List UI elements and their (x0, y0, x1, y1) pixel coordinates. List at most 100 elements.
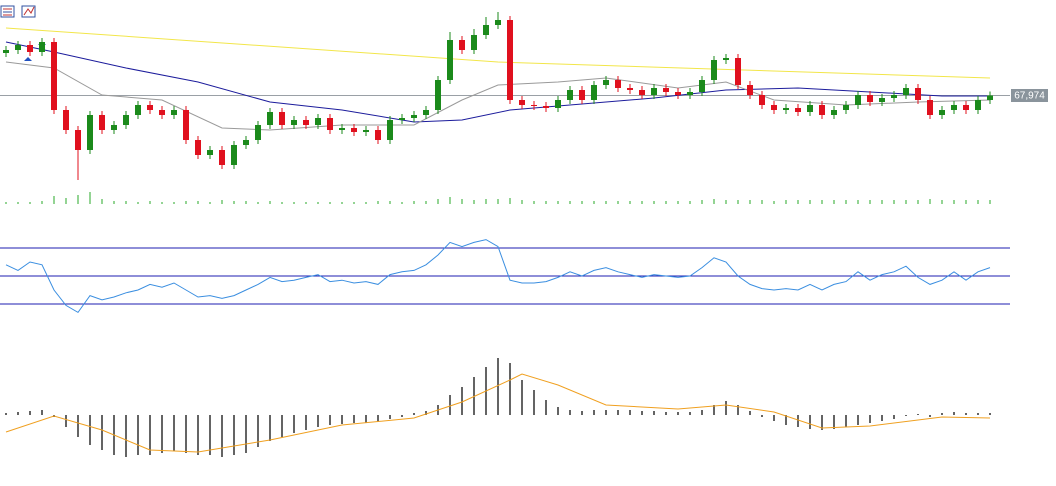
candle-body (855, 95, 861, 105)
volume-bar (953, 200, 955, 204)
volume-bar (161, 202, 163, 204)
volume-bar (893, 200, 895, 204)
candle-body (435, 80, 441, 110)
volume-bar (137, 202, 139, 204)
volume-bar (569, 201, 571, 204)
candle-body (243, 140, 249, 145)
candle-body (147, 105, 153, 110)
volume-bar (773, 201, 775, 204)
candle-body (567, 90, 573, 100)
candle-body (819, 105, 825, 115)
volume-bar (425, 201, 427, 204)
candle-body (507, 20, 513, 100)
volume-bar (473, 200, 475, 204)
volume-bar (305, 202, 307, 204)
candle-body (915, 88, 921, 100)
volume-bar (269, 201, 271, 204)
toolbar[interactable] (0, 5, 36, 18)
volume-bar (797, 200, 799, 204)
candle-body (843, 105, 849, 110)
volume-bar (593, 201, 595, 204)
candle-body (15, 45, 21, 50)
volume-bar (185, 201, 187, 204)
candle-body (63, 110, 69, 130)
candle-body (615, 80, 621, 88)
moving-average (5, 61, 991, 131)
candle-body (771, 105, 777, 110)
toolbar-icon[interactable] (21, 5, 36, 18)
volume-bar (929, 199, 931, 204)
volume-bar (377, 201, 379, 204)
volume-bar (113, 201, 115, 204)
candle-body (711, 60, 717, 80)
volume-bar (869, 200, 871, 204)
candle-body (231, 145, 237, 165)
volume-bar (89, 192, 91, 204)
candle-body (531, 105, 537, 106)
volume-bar (965, 200, 967, 204)
volume-bar (617, 201, 619, 204)
volume-bar (401, 202, 403, 204)
candle-body (939, 110, 945, 115)
volume-bar (533, 201, 535, 204)
volume-bar (701, 200, 703, 204)
volume-bar (977, 200, 979, 204)
candle-body (291, 120, 297, 125)
volume-bar (833, 200, 835, 204)
candle-body (111, 125, 117, 130)
candle-body (135, 105, 141, 115)
candle-body (327, 118, 333, 130)
volume-bar (101, 199, 103, 204)
candle-body (651, 88, 657, 95)
volume-bar (785, 200, 787, 204)
candle-body (51, 42, 57, 110)
candle-body (339, 128, 345, 130)
price-label-box (1011, 89, 1048, 102)
candle-body (39, 42, 45, 52)
candle-body (603, 80, 609, 85)
candle-body (747, 85, 753, 95)
candle-body (975, 100, 981, 110)
candle-body (639, 90, 645, 95)
candle-body (363, 130, 369, 132)
candle-body (519, 100, 525, 105)
candle-body (171, 110, 177, 115)
volume-bar (881, 200, 883, 204)
volume-bar (221, 200, 223, 204)
candle-body (87, 115, 93, 150)
candle-body (399, 118, 405, 120)
volume-bar (845, 200, 847, 204)
volume-bar (725, 200, 727, 204)
volume-bar (449, 197, 451, 204)
candle-body (351, 128, 357, 132)
candle-body (687, 92, 693, 95)
moving-average (5, 27, 991, 79)
candle-body (591, 85, 597, 100)
candle-body (879, 98, 885, 102)
candle-body (459, 40, 465, 50)
volume-bar (629, 201, 631, 204)
candle-body (159, 110, 165, 115)
candle-body (315, 118, 321, 125)
candle-body (675, 92, 681, 95)
candle-body (783, 108, 789, 110)
volume-bar (737, 200, 739, 204)
candle-body (699, 80, 705, 92)
volume-bar (545, 201, 547, 204)
volume-bar (581, 201, 583, 204)
volume-bar (209, 202, 211, 204)
volume-bar (677, 201, 679, 204)
volume-bar (641, 201, 643, 204)
volume-bar (461, 199, 463, 204)
volume-bar (665, 201, 667, 204)
volume-bar (149, 201, 151, 204)
candle-body (123, 115, 129, 125)
candle-body (483, 25, 489, 35)
volume-bar (17, 202, 19, 204)
volume-bar (257, 202, 259, 204)
volume-bar (53, 196, 55, 204)
volume-bar (41, 201, 43, 204)
volume-bar (329, 202, 331, 204)
volume-bar (485, 199, 487, 204)
